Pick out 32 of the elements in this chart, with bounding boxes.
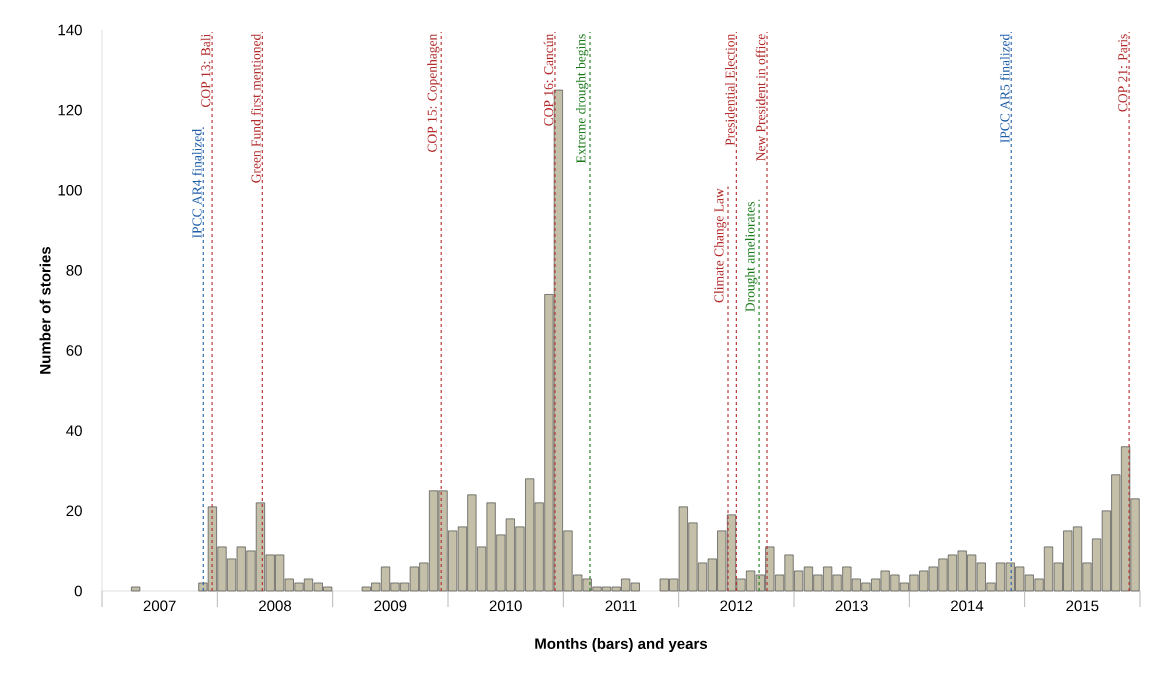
x-tick-label: 2014 <box>951 600 984 612</box>
y-tick-label: 140 <box>58 24 82 36</box>
ref-line-label: Green Fund first mentioned <box>250 33 261 183</box>
ref-line-label: COP 16: Cancún <box>543 33 554 126</box>
ref-line-label: COP 15: Copenhagen <box>427 33 440 153</box>
x-tick-label: 2008 <box>259 600 292 612</box>
ref-line-label: Drought ameliorates <box>745 202 758 312</box>
ref-line-label: Presidential Election <box>725 33 735 146</box>
y-tick-label: 100 <box>58 184 82 196</box>
ref-line-label: COP 21: Paris <box>1118 34 1128 112</box>
y-tick-label: 120 <box>58 104 82 116</box>
ref-line-label: IPCC AR5 finalized <box>999 33 1010 143</box>
y-tick-label: 80 <box>66 265 82 276</box>
ref-line-label: New President in office <box>755 34 766 161</box>
y-tick-label: 60 <box>66 345 82 356</box>
y-tick-label: 20 <box>66 505 82 517</box>
x-tick-label: 2012 <box>720 600 753 612</box>
ref-line-label: Climate Change Law <box>714 188 727 303</box>
x-axis-title: Months (bars) and years <box>535 638 708 652</box>
x-tick-label: 2015 <box>1066 600 1099 612</box>
bar <box>131 586 141 592</box>
ref-line-label: Extreme drought begins <box>576 34 589 164</box>
ref-line-label: IPCC AR4 finalized <box>191 129 202 238</box>
x-tick-label: 2011 <box>605 600 637 612</box>
y-tick-label: 0 <box>74 585 82 597</box>
x-tick-label: 2013 <box>835 600 868 612</box>
x-tick-label: 2010 <box>489 600 522 612</box>
y-axis-title: Number of stories <box>39 246 51 374</box>
x-tick-label: 2007 <box>143 600 176 612</box>
ref-line-label: COP 13: Bali <box>200 33 211 108</box>
x-tick-label: 2009 <box>374 600 407 612</box>
y-tick-label: 40 <box>66 425 82 437</box>
